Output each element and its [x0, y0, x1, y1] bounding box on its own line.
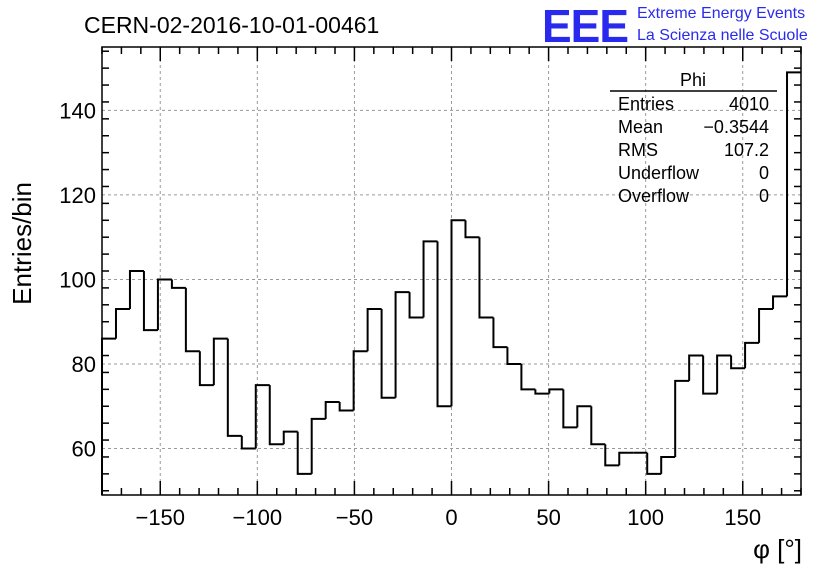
stats-value-overflow: 0 — [759, 186, 769, 206]
histogram-bin-39 — [646, 452, 662, 475]
x-tick-label-0: −150 — [135, 505, 185, 530]
histogram-bin-32 — [548, 388, 564, 394]
stats-label-mean: Mean — [618, 117, 663, 137]
logo-line-1: Extreme Energy Events — [637, 5, 805, 22]
stats-value-entries: 4010 — [729, 94, 769, 114]
histogram-bin-36 — [604, 444, 620, 467]
histogram-bin-23 — [422, 240, 438, 318]
stats-label-entries: Entries — [618, 94, 674, 114]
chart-title: CERN-02-2016-10-01-00461 — [84, 12, 379, 38]
logo-mark: EEE — [542, 0, 628, 52]
histogram-bin-35 — [590, 406, 606, 446]
histogram-bin-30 — [520, 363, 536, 391]
histogram-bin-33 — [562, 389, 578, 429]
histogram-bin-16 — [324, 401, 340, 419]
histogram-bin-11 — [254, 384, 270, 449]
y-tick-labels: 60 80 100 120 140 — [59, 98, 96, 461]
logo-line-2: La Scienza nelle Scuole — [637, 27, 808, 44]
histogram-bin-22 — [408, 292, 424, 319]
y-tick-label-2: 100 — [59, 267, 96, 292]
histogram-bin-7 — [198, 351, 214, 387]
x-tick-label-3: 0 — [445, 505, 457, 530]
histogram-bin-19 — [366, 308, 382, 352]
histogram-bin-28 — [492, 317, 508, 349]
histogram-bin-15 — [310, 417, 326, 474]
histogram-bin-6 — [184, 287, 200, 353]
histogram-bin-12 — [268, 385, 284, 446]
y-tick-label-4: 140 — [59, 98, 96, 123]
histogram-bin-0 — [101, 337, 116, 495]
histogram-bin-47 — [758, 308, 774, 343]
histogram-bin-13 — [282, 430, 298, 445]
histogram-bin-44 — [716, 354, 732, 394]
x-tick-label-5: 100 — [627, 505, 664, 530]
x-tick-label-1: −100 — [233, 505, 283, 530]
histogram-bin-46 — [744, 341, 760, 369]
y-tick-label-3: 120 — [59, 183, 96, 208]
histogram-bin-4 — [156, 278, 172, 331]
axis-ticks — [101, 47, 802, 495]
histogram-bin-25 — [450, 219, 466, 407]
histogram-bin-41 — [674, 379, 690, 457]
y-axis-title: Entries/bin — [7, 182, 37, 305]
eee-logo: EEE Extreme Energy Events La Scienza nel… — [542, 0, 808, 52]
stats-label-underflow: Underflow — [618, 163, 700, 183]
histogram-bin-40 — [660, 455, 676, 474]
histogram-bin-21 — [394, 291, 410, 398]
histogram-bin-37 — [618, 451, 634, 466]
histogram-bin-10 — [240, 435, 256, 450]
histogram-bin-8 — [212, 337, 228, 386]
y-tick-label-0: 60 — [72, 437, 96, 462]
histogram-bin-3 — [142, 271, 158, 332]
histogram-bin-17 — [338, 402, 354, 412]
histogram-bin-5 — [170, 279, 186, 289]
histogram-bin-34 — [576, 405, 592, 428]
stats-title: Phi — [680, 70, 706, 90]
x-tick-labels: −150 −100 −50 0 50 100 150 — [135, 505, 761, 530]
histogram-bin-2 — [128, 270, 144, 310]
x-tick-label-4: 50 — [536, 505, 560, 530]
histogram-bin-26 — [464, 220, 480, 239]
x-tick-label-6: 150 — [724, 505, 761, 530]
histogram-bin-27 — [478, 237, 494, 319]
histogram-bin-48 — [772, 295, 788, 310]
histogram-bin-31 — [534, 389, 550, 395]
stats-value-rms: 107.2 — [724, 140, 769, 160]
histogram-bin-42 — [688, 354, 704, 381]
histogram-bin-29 — [506, 347, 522, 365]
histogram-bin-14 — [296, 431, 312, 475]
histogram-bin-20 — [380, 309, 396, 399]
stats-value-mean: −0.3544 — [703, 117, 769, 137]
histogram-bin-9 — [226, 338, 242, 437]
histogram-bin-18 — [352, 350, 368, 411]
y-tick-label-1: 80 — [72, 352, 96, 377]
histogram-bin-43 — [702, 355, 718, 395]
histogram-bin-24 — [436, 241, 452, 408]
stats-value-underflow: 0 — [759, 163, 769, 183]
x-axis-title: φ [°] — [753, 534, 802, 564]
stats-label-rms: RMS — [618, 140, 658, 160]
stats-label-overflow: Overflow — [618, 186, 690, 206]
x-tick-label-2: −50 — [336, 505, 373, 530]
stats-box: Phi Entries 4010 Mean −0.3544 RMS 107.2 … — [610, 70, 777, 206]
histogram-bin-49 — [786, 71, 801, 297]
histogram-bin-1 — [114, 308, 130, 339]
histogram-bin-45 — [730, 355, 746, 370]
